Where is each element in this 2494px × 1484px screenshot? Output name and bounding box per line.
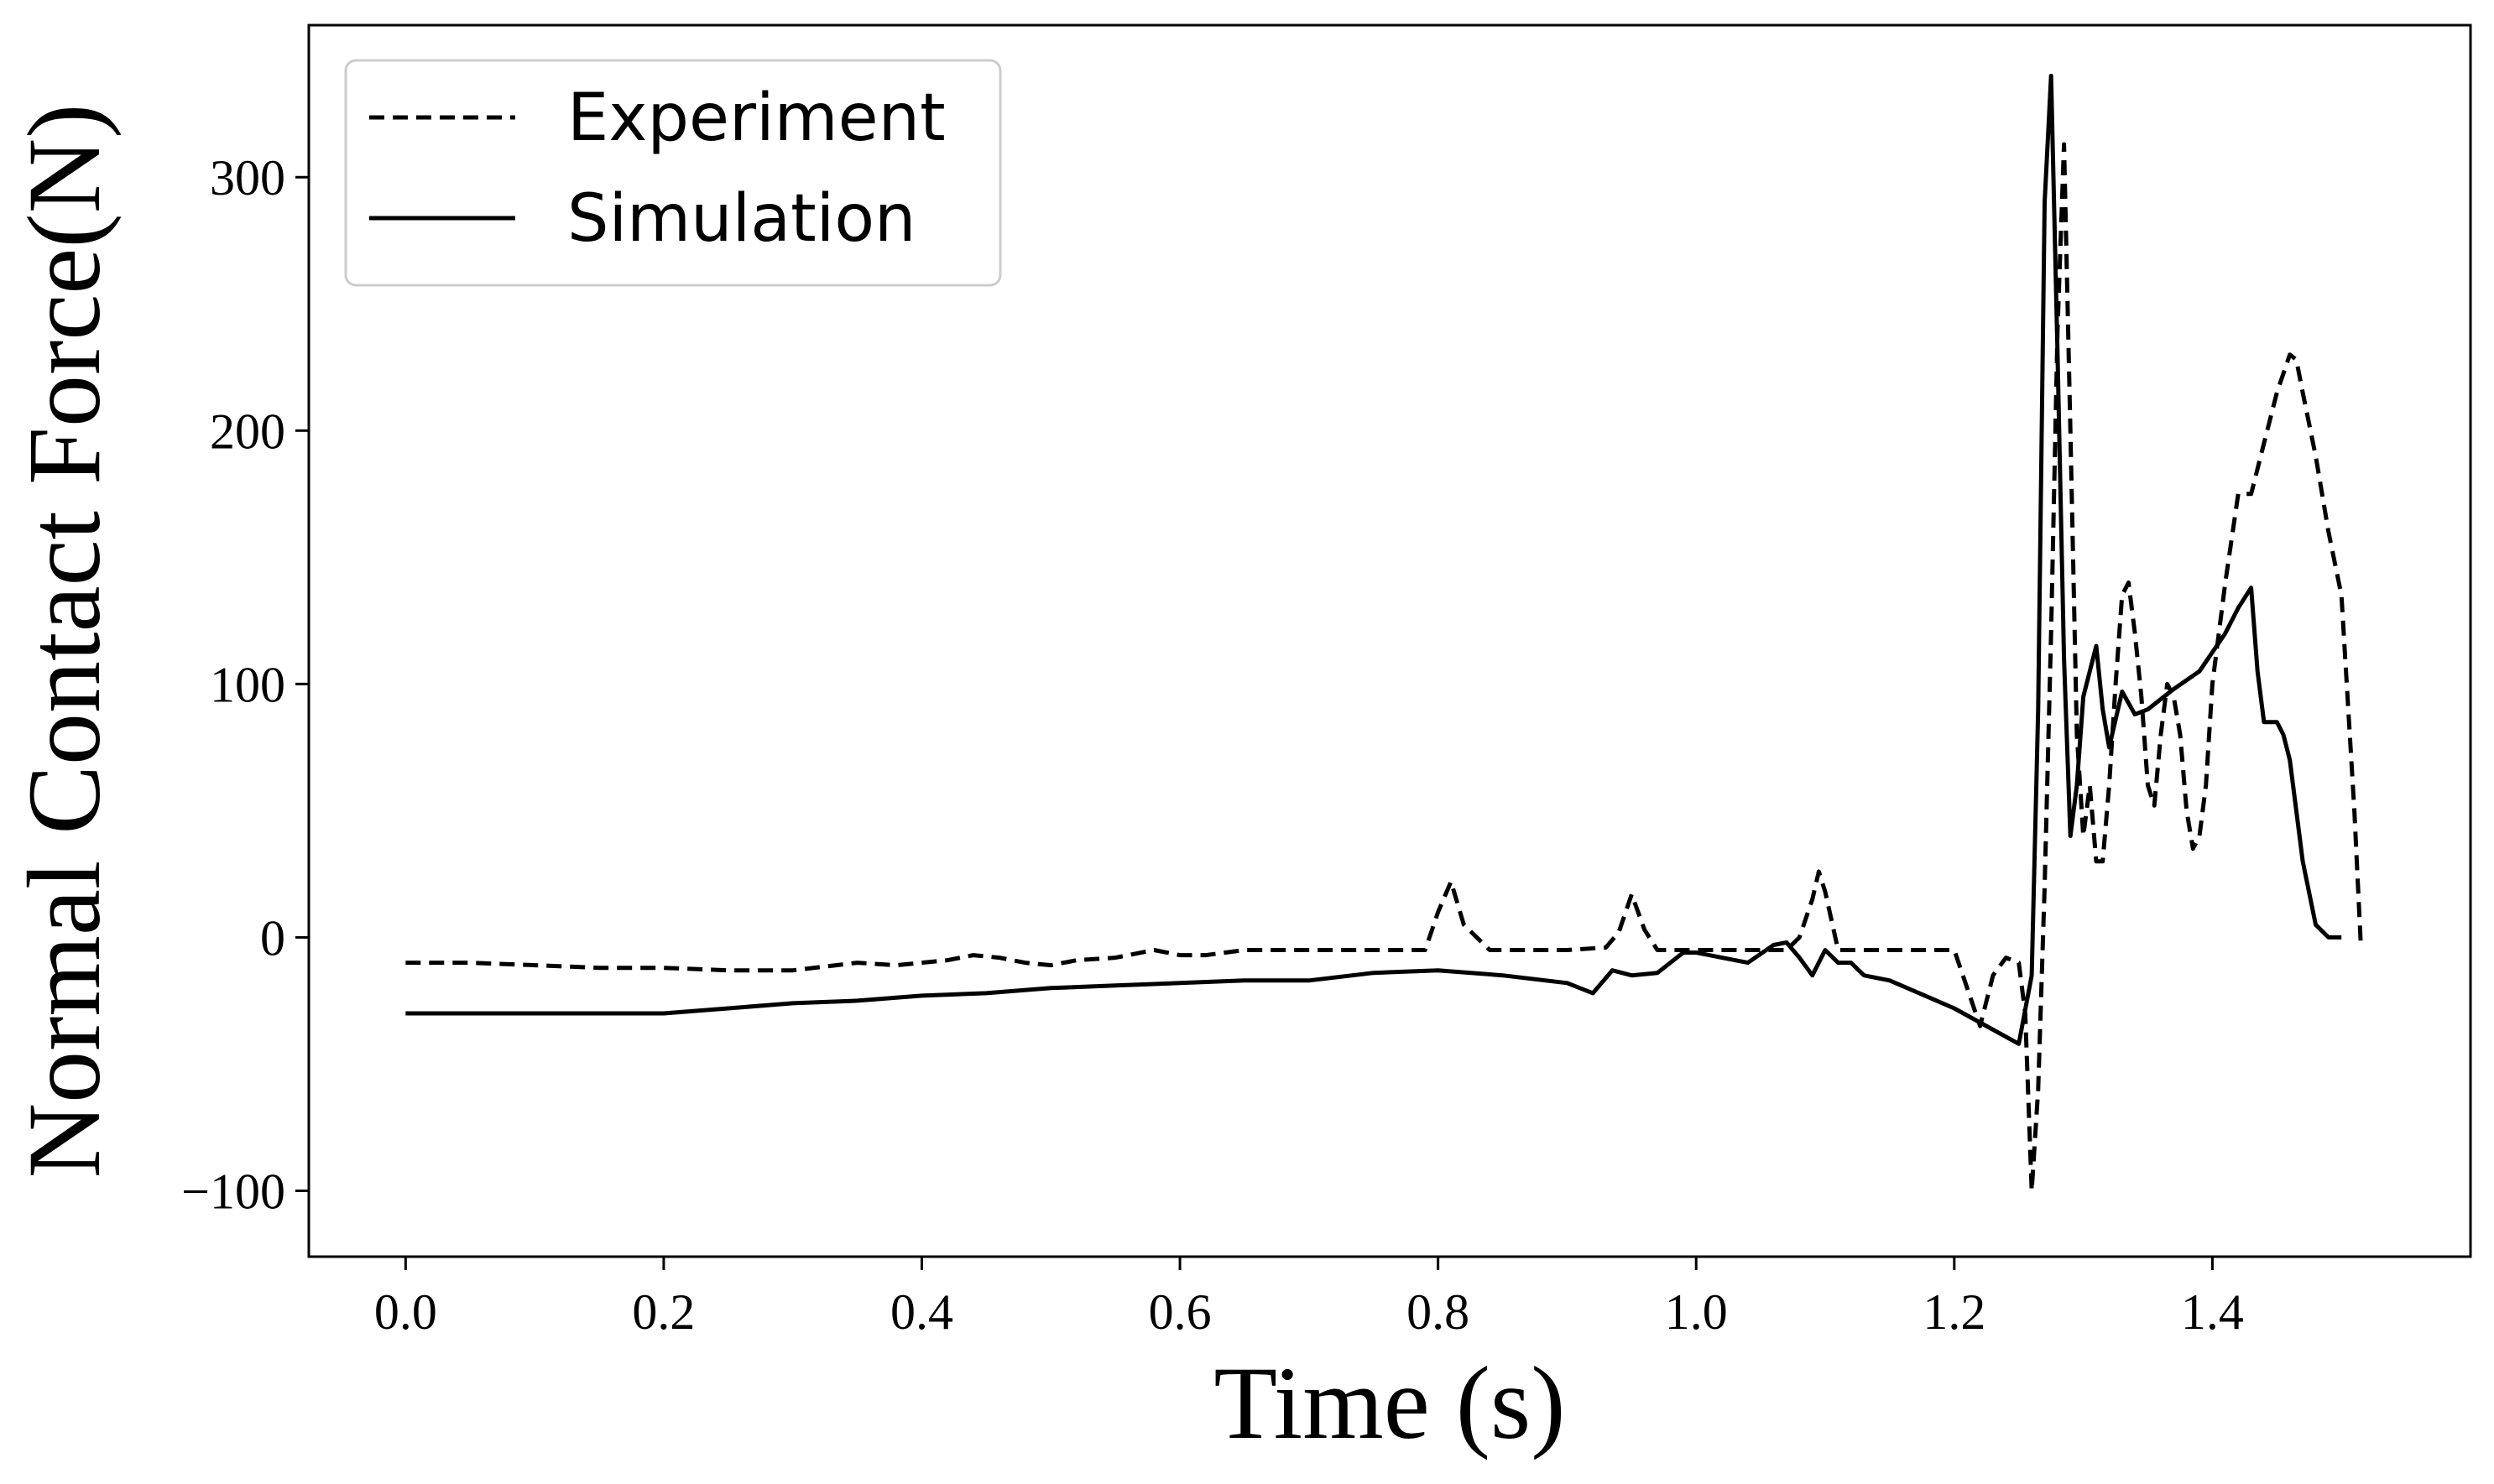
x-tick-label: 1.0 [1665, 1284, 1728, 1340]
y-tick-label: 100 [210, 657, 285, 712]
x-tick-label: 0.6 [1149, 1284, 1212, 1340]
y-tick-label: −100 [181, 1164, 285, 1219]
legend-label-simulation: Simulation [567, 181, 916, 257]
x-axis: 0.0 0.2 0.4 0.6 0.8 1.0 1.2 1.4 [374, 1257, 2244, 1340]
x-tick-label: 0.0 [374, 1284, 437, 1340]
y-tick-label: 300 [210, 150, 285, 206]
y-axis: −100 0 100 200 300 [181, 150, 309, 1219]
x-tick-label: 0.2 [632, 1284, 695, 1340]
y-tick-label: 200 [210, 404, 285, 459]
x-tick-label: 1.2 [1923, 1284, 1985, 1340]
plot-frame [307, 23, 2472, 1258]
legend-label-experiment: Experiment [567, 81, 946, 156]
x-tick-label: 0.4 [890, 1284, 953, 1340]
x-tick-label: 1.4 [2181, 1284, 2244, 1340]
legend-box [344, 59, 1002, 287]
y-axis-title: Normal Contact Force(N) [7, 104, 122, 1179]
y-tick-label: 0 [260, 910, 285, 966]
series-line-simulation [405, 73, 2342, 1046]
series-line-experiment [405, 142, 2363, 1193]
x-tick-label: 0.8 [1406, 1284, 1469, 1340]
x-axis-title: Time (s) [1213, 1346, 1565, 1461]
series-layer [405, 73, 2363, 1193]
legend: Experiment Simulation [344, 59, 1002, 287]
